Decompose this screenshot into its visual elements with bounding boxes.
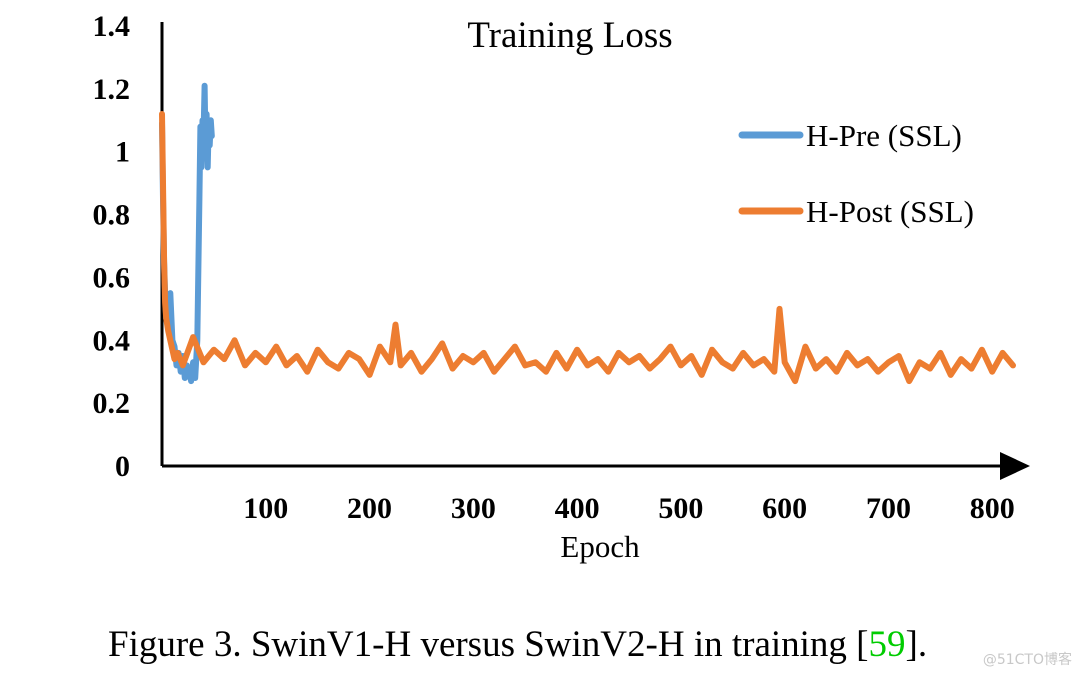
y-tick-label: 0.8 xyxy=(93,199,131,232)
y-tick-label: 1 xyxy=(115,136,130,169)
caption-text-end: ]. xyxy=(906,624,928,665)
caption-reference-link[interactable]: 59 xyxy=(869,624,906,665)
x-axis-label: Epoch xyxy=(560,529,640,564)
legend: H-Pre (SSL) H-Post (SSL) xyxy=(738,118,974,229)
y-tick-label: 0 xyxy=(115,450,130,483)
x-tick-label: 200 xyxy=(347,492,392,525)
caption-text: Figure 3. SwinV1-H versus SwinV2-H in tr… xyxy=(108,624,869,665)
x-tick-label: 500 xyxy=(658,492,703,525)
x-tick-label: 400 xyxy=(555,492,600,525)
x-tick-label: 700 xyxy=(866,492,911,525)
series-line-h-post xyxy=(159,111,1016,385)
x-tick-labels: 100 200 300 400 500 600 700 800 xyxy=(243,492,1014,525)
y-tick-label: 1.2 xyxy=(93,73,131,106)
x-tick-label: 600 xyxy=(762,492,807,525)
y-tick-label: 1.4 xyxy=(93,10,131,43)
chart-title: Training Loss xyxy=(467,15,672,56)
y-tick-label: 0.2 xyxy=(93,387,131,420)
x-tick-label: 300 xyxy=(451,492,496,525)
legend-label-h-pre: H-Pre (SSL) xyxy=(806,118,962,153)
watermark: @51CTO博客 xyxy=(983,651,1072,668)
legend-label-h-post: H-Post (SSL) xyxy=(806,194,974,229)
y-tick-labels: 0 0.2 0.4 0.6 0.8 1 1.2 1.4 xyxy=(93,10,131,483)
y-tick-label: 0.4 xyxy=(93,324,131,357)
x-tick-label: 800 xyxy=(970,492,1015,525)
y-tick-label: 0.6 xyxy=(93,261,131,294)
x-tick-label: 100 xyxy=(243,492,288,525)
figure-caption: Figure 3. SwinV1-H versus SwinV2-H in tr… xyxy=(108,624,927,665)
series-lines xyxy=(159,82,1016,385)
x-axis-arrow-icon xyxy=(1000,452,1030,480)
